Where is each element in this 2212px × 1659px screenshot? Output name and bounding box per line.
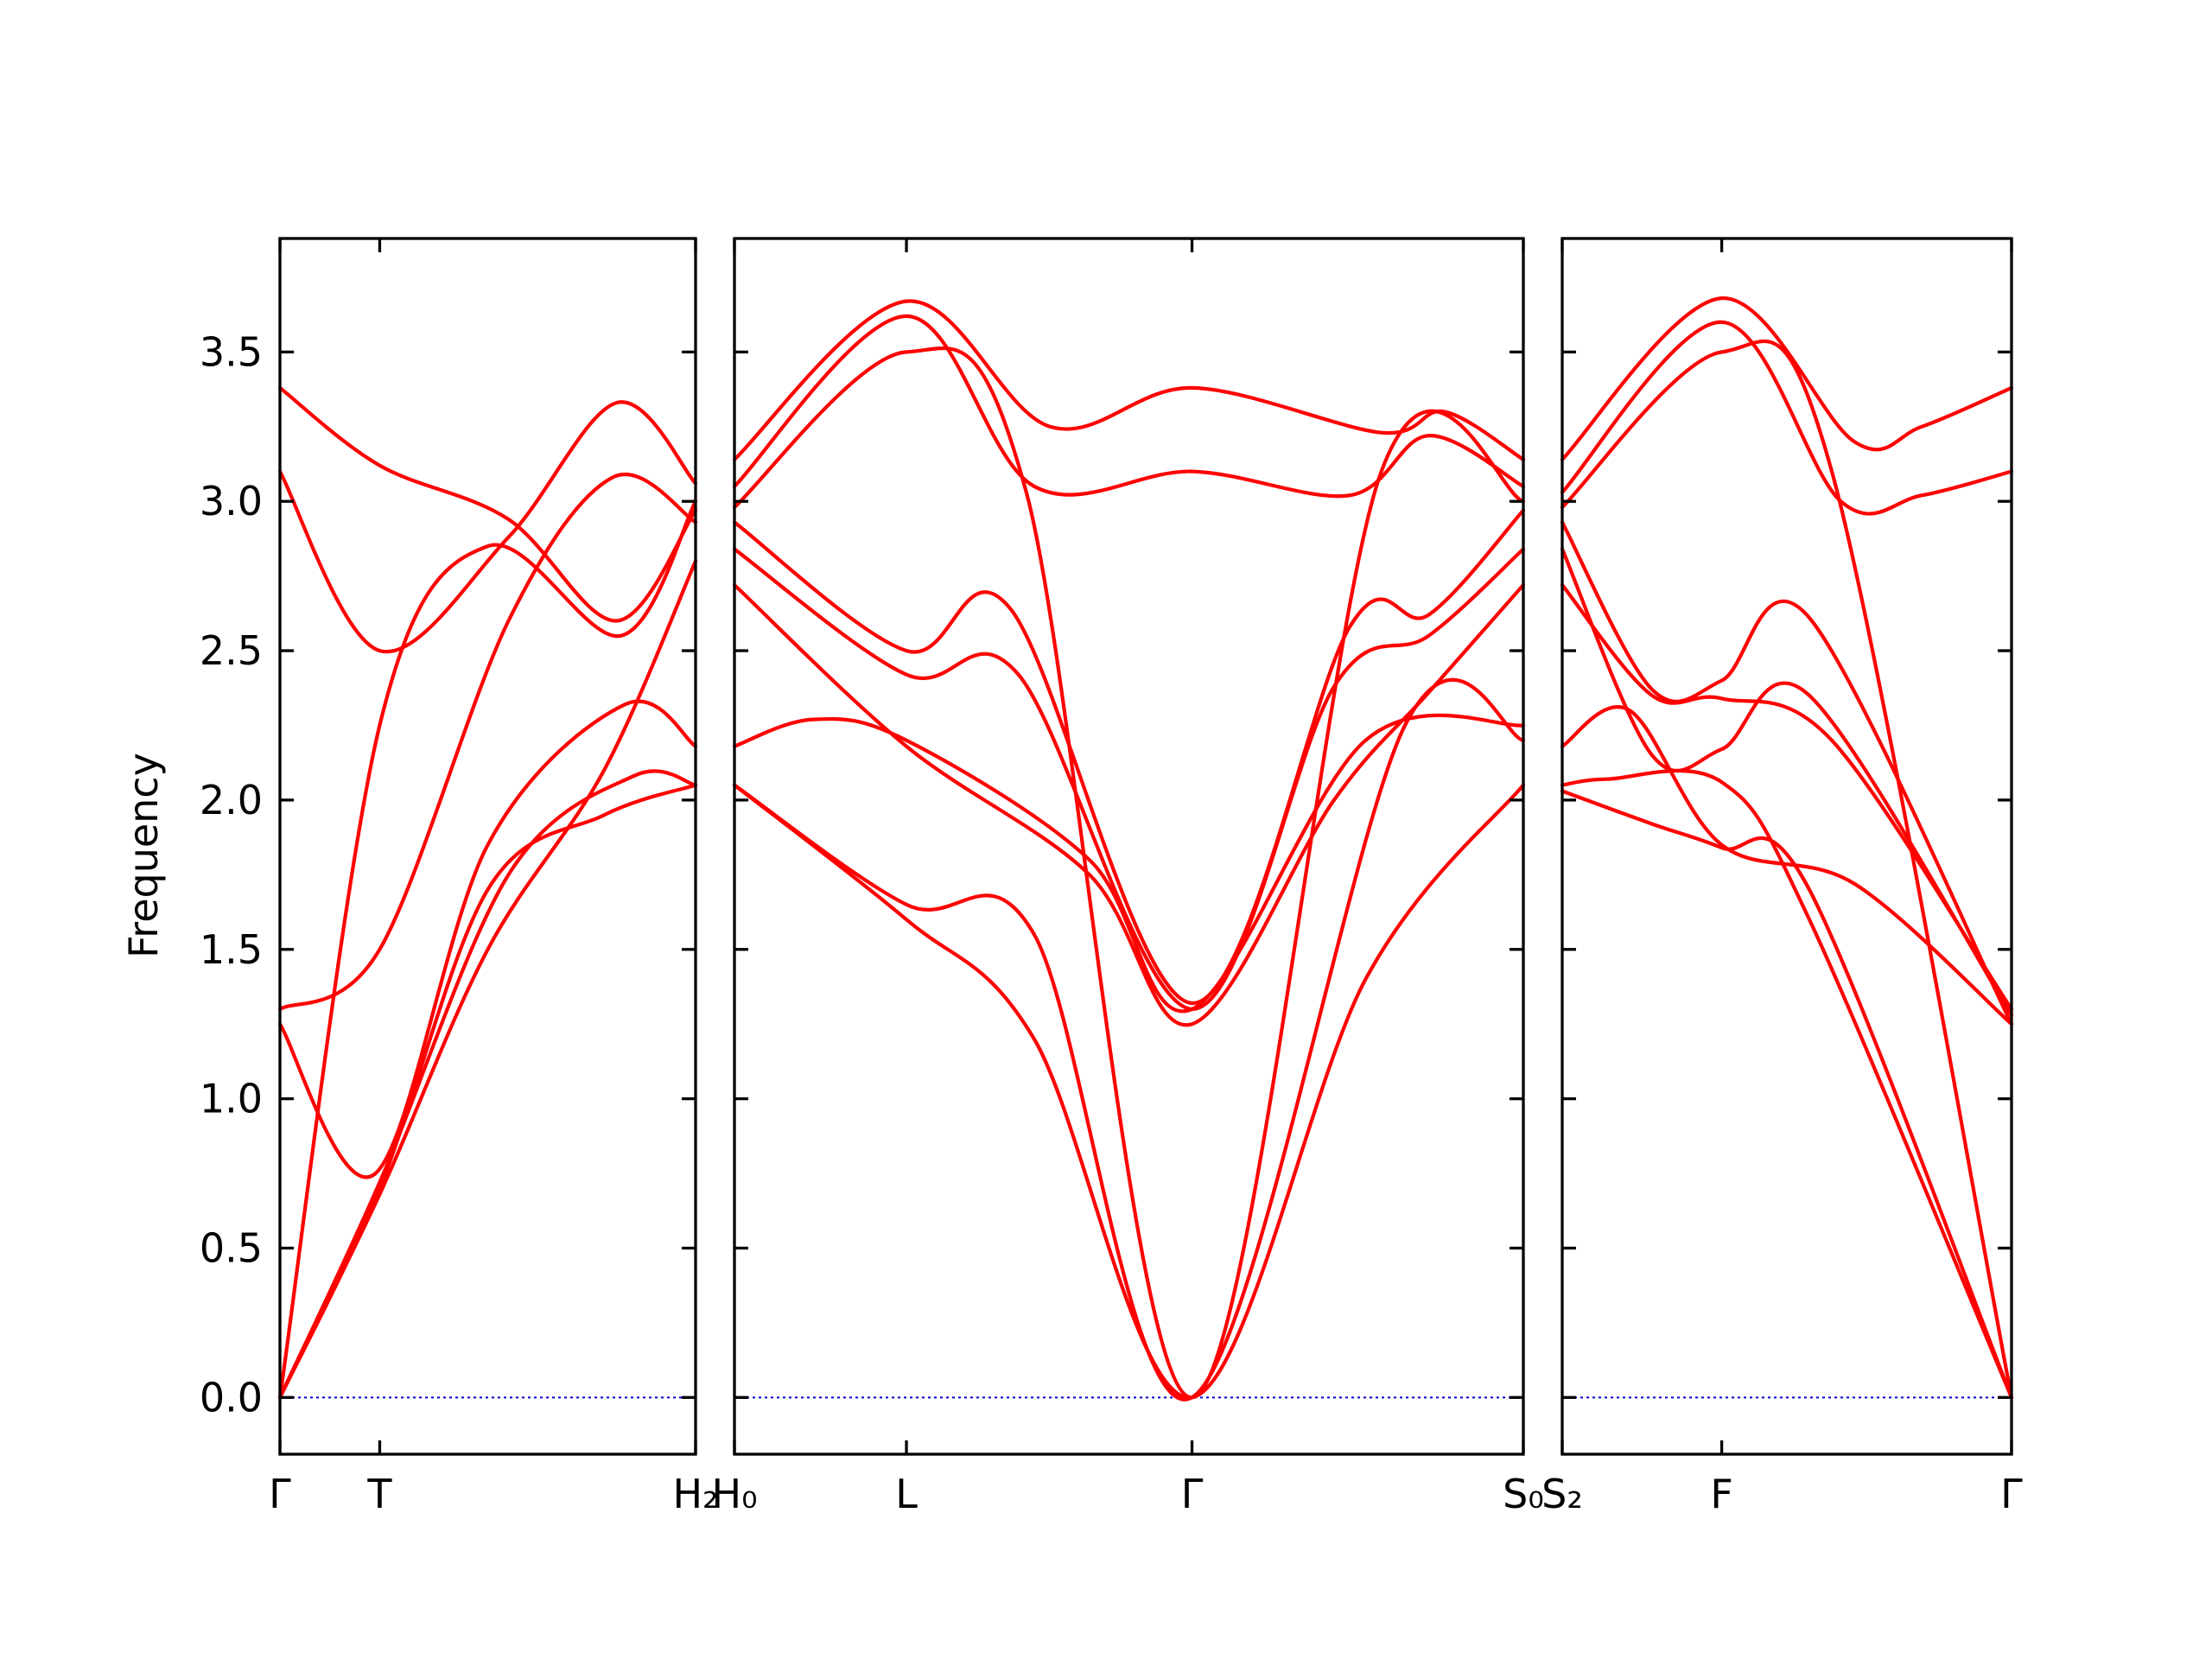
band-line-1-0 (732, 783, 1526, 1400)
band-line-2-8 (1560, 296, 2014, 461)
band-line-1-2 (732, 713, 1526, 1014)
y-axis-title: Frequency (120, 753, 167, 958)
y-tick-label-1: 0.5 (200, 1224, 263, 1271)
band-line-2-1 (1560, 768, 2014, 1400)
x-tick-label-1-2: Γ (1181, 1471, 1204, 1517)
y-tick-label-0: 0.0 (200, 1374, 263, 1421)
band-line-1-3 (732, 582, 1526, 1027)
band-line-2-5 (1560, 520, 2014, 1027)
y-tick-label-5: 2.5 (200, 627, 263, 674)
y-tick-label-6: 3.0 (200, 478, 263, 524)
x-tick-label-1-1: L (895, 1471, 918, 1517)
band-line-0-5 (277, 400, 698, 654)
band-line-2-3 (1560, 582, 2014, 1011)
band-line-0-1 (277, 783, 698, 1400)
x-tick-label-2-0: S₂ (1541, 1471, 1583, 1517)
band-line-1-5 (732, 508, 1526, 1006)
band-line-1-6 (732, 346, 1526, 1400)
x-tick-label-1-0: H₀ (711, 1471, 757, 1517)
band-line-1-4 (732, 547, 1526, 1012)
band-line-0-4 (277, 473, 698, 1011)
x-tick-label-0-1: T (366, 1471, 392, 1517)
band-line-0-7 (277, 769, 698, 1400)
band-line-2-2 (1560, 705, 2014, 1027)
band-line-1-8 (732, 299, 1526, 461)
band-line-2-6 (1560, 339, 2014, 1400)
y-tick-label-4: 2.0 (200, 777, 263, 823)
panel-frame-1 (733, 237, 1525, 1456)
band-line-0-6 (277, 385, 698, 623)
band-line-1-1 (732, 677, 1526, 1402)
band-line-2-0 (1560, 789, 2014, 1400)
band-line-0-3 (277, 699, 698, 1179)
y-tick-label-7: 3.5 (200, 328, 263, 375)
x-tick-label-0-0: Γ (269, 1471, 291, 1517)
x-tick-label-2-2: Γ (2000, 1471, 2023, 1517)
x-tick-label-0-2: H₂ (672, 1471, 718, 1517)
y-tick-label-3: 1.5 (200, 926, 263, 973)
x-tick-label-1-3: S₀ (1503, 1471, 1544, 1517)
band-line-2-4 (1560, 547, 2014, 1017)
band-line-2-7 (1560, 320, 2014, 516)
x-tick-label-2-1: F (1710, 1471, 1732, 1517)
panel-frame-2 (1560, 237, 2013, 1456)
y-tick-label-2: 1.0 (200, 1076, 263, 1122)
panel-frame-0 (278, 237, 697, 1456)
band-line-1-7 (732, 314, 1526, 499)
